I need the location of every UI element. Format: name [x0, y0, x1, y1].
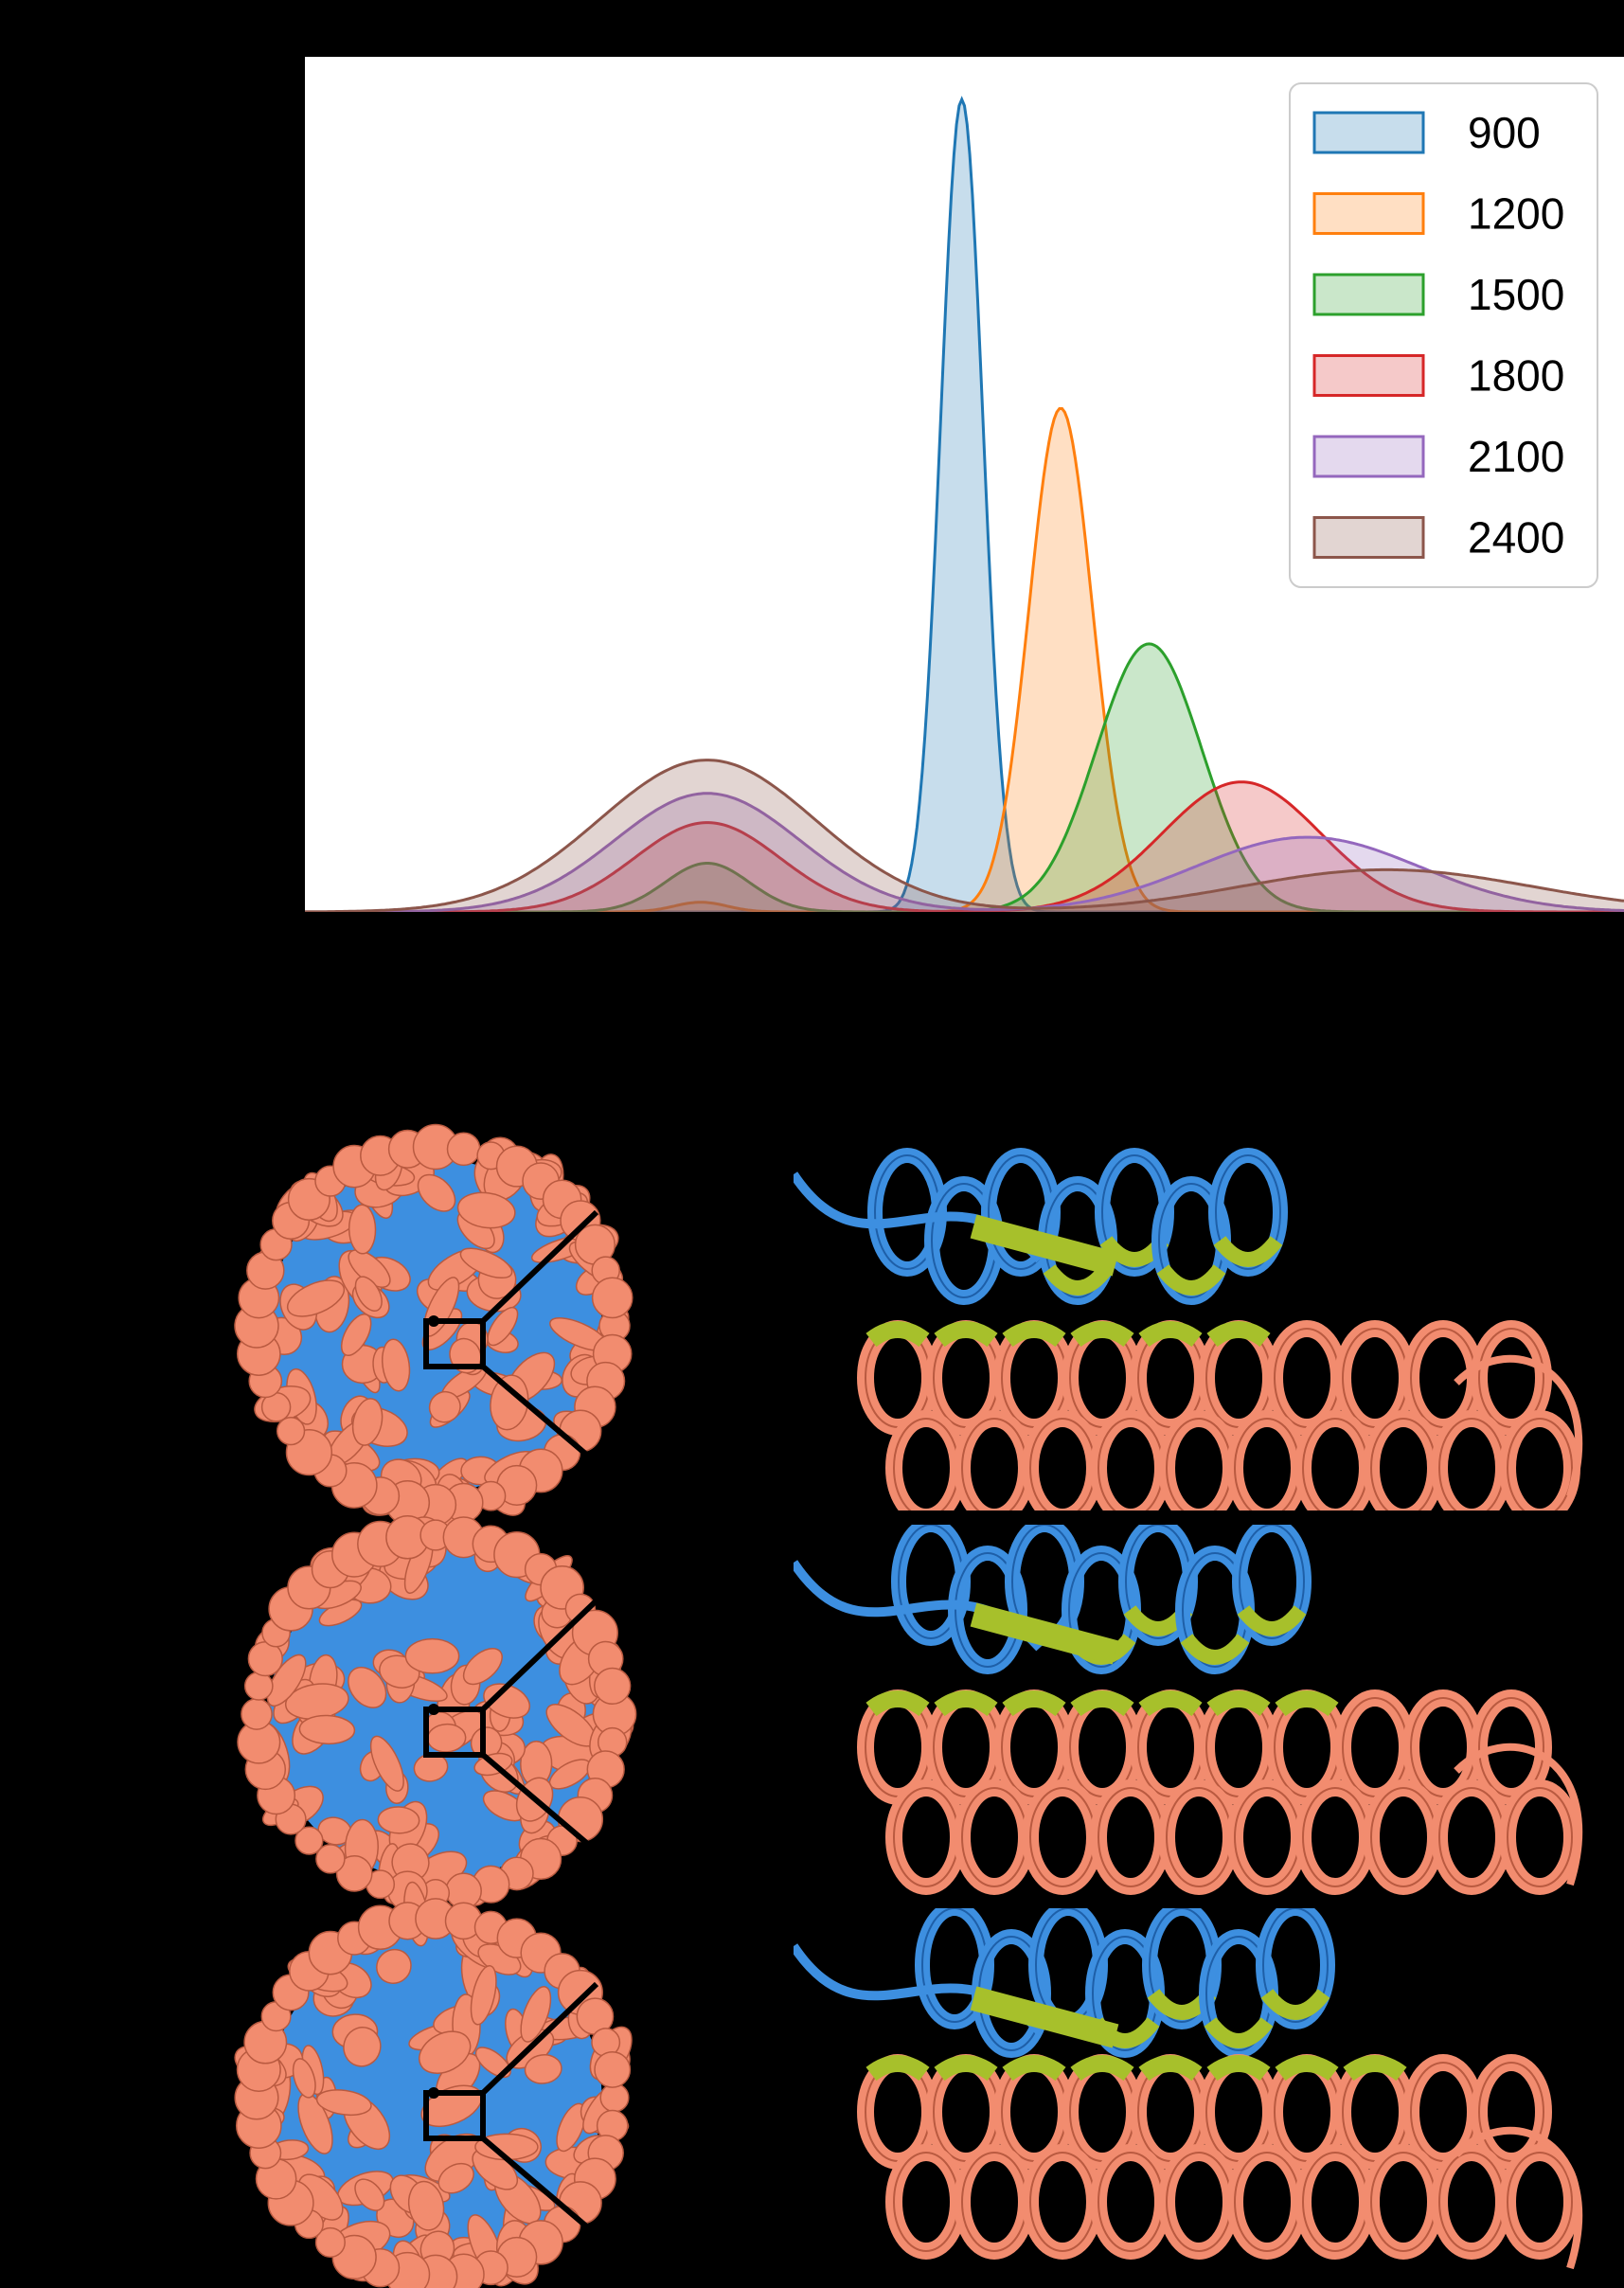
legend: 900 1200 1500 1800 2100 2400	[1289, 82, 1598, 588]
kde-fill-2400	[305, 760, 1624, 912]
kde-chart: 900 1200 1500 1800 2100 2400	[305, 57, 1624, 912]
zoom-connector-bottom	[481, 2136, 598, 2238]
structures	[234, 1123, 1583, 2288]
legend-swatch-900	[1312, 111, 1425, 154]
legend-label-900: 900	[1468, 108, 1541, 157]
legend-label-1800: 1800	[1468, 351, 1564, 401]
capsid-subunits	[234, 1881, 633, 2288]
capsid-model	[234, 1881, 633, 2288]
legend-label-1200: 1200	[1468, 189, 1564, 239]
zoom-box	[423, 2090, 486, 2141]
zoom-anchor	[428, 1704, 439, 1715]
legend-swatch-2100	[1312, 435, 1425, 478]
kde-line-900	[305, 96, 1624, 912]
zoom-box	[423, 1707, 486, 1758]
capsid-subunits	[234, 1123, 634, 1531]
zoom-box	[423, 1318, 486, 1369]
capsid-model	[237, 1515, 637, 1912]
zoom-connector-bottom	[481, 1364, 598, 1466]
series-layer	[305, 96, 1624, 912]
zoom-anchor	[428, 1315, 439, 1327]
ribbon-zoom	[794, 1908, 1583, 2270]
kde-line-2400	[305, 759, 1624, 912]
legend-frame	[1289, 82, 1598, 588]
legend-swatch-1500	[1312, 273, 1425, 316]
kde-line-1800	[305, 780, 1624, 912]
capsid-model	[234, 1123, 634, 1531]
legend-swatch-2400	[1312, 516, 1425, 559]
kde-fill-1800	[305, 781, 1624, 912]
legend-swatch-1800	[1312, 354, 1425, 397]
kde-line-1200	[305, 407, 1624, 912]
kde-fill-2100	[305, 793, 1624, 912]
zoom-connector-top	[480, 1598, 599, 1712]
zoom-connector-top	[480, 1981, 599, 2096]
legend-label-1500: 1500	[1468, 270, 1564, 319]
zoom-anchor	[428, 2087, 439, 2099]
legend-label-2100: 2100	[1468, 432, 1564, 481]
structure-row-3	[234, 1881, 1583, 2288]
structure-row-1	[234, 1123, 1583, 1531]
legend-swatch-1200	[1312, 192, 1425, 235]
zoom-connector-top	[480, 1209, 599, 1324]
zoom-connector-bottom	[481, 1752, 598, 1854]
kde-line-2100	[305, 792, 1624, 912]
kde-fill-900	[305, 99, 1624, 912]
capsid-subunits	[237, 1515, 637, 1912]
ribbon-zoom	[794, 1525, 1583, 1895]
legend-label-2400: 2400	[1468, 513, 1564, 563]
structure-row-2	[237, 1515, 1583, 1912]
ribbon-zoom	[794, 1148, 1583, 1510]
